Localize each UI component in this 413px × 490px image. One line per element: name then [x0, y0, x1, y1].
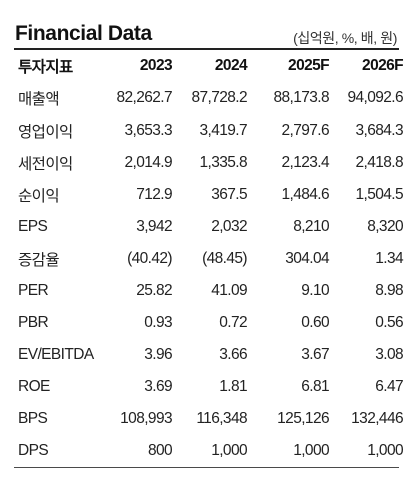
- cell-2024: 0.72: [219, 314, 247, 331]
- cell-2025f: 125,126: [277, 410, 329, 427]
- cell-2023: 2,014.9: [124, 154, 172, 171]
- column-header-2025f: 2025F: [288, 56, 330, 74]
- cell-2023: 108,993: [120, 410, 172, 427]
- top-rule: [14, 48, 399, 50]
- cell-2024: 41.09: [211, 282, 247, 299]
- table-row: EV/EBITDA 3.96 3.66 3.67 3.08: [14, 339, 405, 371]
- cell-2026f: 94,092.6: [347, 89, 403, 106]
- cell-2023: 82,262.7: [116, 89, 172, 106]
- table-row: PER 25.82 41.09 9.10 8.98: [14, 275, 405, 307]
- table-row: 매출액 82,262.7 87,728.2 88,173.8 94,092.6: [14, 81, 405, 115]
- cell-2024: 87,728.2: [191, 89, 247, 106]
- cell-2024: 3.66: [219, 346, 247, 363]
- table-row: 영업이익 3,653.3 3,419.7 2,797.6 3,684.3: [14, 115, 405, 147]
- row-label: PER: [18, 282, 49, 299]
- table-row: DPS 800 1,000 1,000 1,000: [14, 435, 405, 467]
- cell-2026f: 132,446: [351, 410, 403, 427]
- row-label: EV/EBITDA: [18, 346, 94, 363]
- row-label: DPS: [18, 442, 49, 459]
- column-header-2024: 2024: [214, 56, 248, 74]
- cell-2023: 0.93: [144, 314, 172, 331]
- row-label: ROE: [18, 378, 50, 395]
- row-label: BPS: [18, 410, 48, 427]
- cell-2024: 1,000: [211, 442, 247, 459]
- table-row: ROE 3.69 1.81 6.81 6.47: [14, 371, 405, 403]
- cell-2024: 2,032: [211, 218, 247, 235]
- cell-2026f: 0.56: [375, 314, 403, 331]
- cell-2025f: 304.04: [285, 250, 329, 267]
- cell-2025f: 8,210: [293, 218, 329, 235]
- cell-2024: 1.81: [219, 378, 247, 395]
- financial-data-panel: Financial Data (십억원, %, 배, 원) 투자지표 2023 …: [14, 18, 404, 468]
- column-header-metric: 투자지표: [18, 58, 73, 76]
- cell-2025f: 0.60: [301, 314, 329, 331]
- cell-2025f: 3.67: [301, 346, 329, 363]
- cell-2026f: 2,418.8: [355, 154, 403, 171]
- table-body: 매출액 82,262.7 87,728.2 88,173.8 94,092.6 영업이익 3…: [14, 81, 405, 467]
- cell-2024: 1,335.8: [199, 154, 247, 171]
- cell-2023: 3,653.3: [124, 122, 172, 139]
- row-label: 세전이익: [18, 156, 73, 173]
- panel-header: Financial Data (십억원, %, 배, 원): [14, 18, 399, 48]
- cell-2026f: 1.34: [375, 250, 403, 267]
- cell-2026f: 8.98: [375, 282, 403, 299]
- cell-2023: 25.82: [136, 282, 172, 299]
- cell-2026f: 6.47: [375, 378, 403, 395]
- financial-table: 투자지표 2023 2024 2025F 2026F 매출액 82,262.7 87…: [14, 50, 405, 467]
- table-row: EPS 3,942 2,032 8,210 8,320: [14, 211, 405, 243]
- row-label: 영업이익: [18, 124, 73, 141]
- cell-2024: 116,348: [196, 410, 247, 427]
- cell-2024: 3,419.7: [199, 122, 247, 139]
- cell-2026f: 8,320: [367, 218, 403, 235]
- cell-2023: 3,942: [136, 218, 172, 235]
- cell-2024: 367.5: [211, 186, 247, 203]
- column-header-2023: 2023: [139, 56, 173, 74]
- row-label: PBR: [18, 314, 49, 331]
- row-label: 증감율: [18, 252, 60, 269]
- cell-2025f: 9.10: [301, 282, 329, 299]
- cell-2025f: 2,123.4: [281, 154, 329, 171]
- panel-title: Financial Data: [15, 22, 152, 45]
- cell-2023: 3.96: [144, 346, 172, 363]
- cell-2025f: 1,484.6: [281, 186, 329, 203]
- cell-2023: 712.9: [136, 186, 172, 203]
- table-row: PBR 0.93 0.72 0.60 0.56: [14, 307, 405, 339]
- cell-2025f: 2,797.6: [281, 122, 329, 139]
- cell-2023: 3.69: [144, 378, 172, 395]
- row-label: 순이익: [18, 188, 60, 205]
- table-row: 증감율 (40.42) (48.45) 304.04 1.34: [14, 243, 405, 275]
- unit-note: (십억원, %, 배, 원): [293, 30, 397, 46]
- cell-2026f: 3,684.3: [355, 122, 403, 139]
- cell-2023: 800: [147, 442, 173, 459]
- cell-2024: (48.45): [202, 250, 248, 267]
- row-label: EPS: [18, 218, 48, 235]
- table-row: 순이익 712.9 367.5 1,484.6 1,504.5: [14, 179, 405, 211]
- cell-2026f: 1,000: [367, 442, 403, 459]
- cell-2026f: 3.08: [375, 346, 403, 363]
- cell-2026f: 1,504.5: [355, 186, 403, 203]
- cell-2023: (40.42): [127, 250, 173, 267]
- header-row: 투자지표 2023 2024 2025F 2026F: [14, 50, 405, 81]
- cell-2025f: 6.81: [301, 378, 329, 395]
- cell-2025f: 1,000: [293, 442, 329, 459]
- cell-2025f: 88,173.8: [273, 89, 329, 106]
- row-label: 매출액: [18, 91, 60, 108]
- table-row: 세전이익 2,014.9 1,335.8 2,123.4 2,418.8: [14, 147, 405, 179]
- bottom-rule: [14, 467, 399, 468]
- column-header-2026f: 2026F: [362, 56, 404, 74]
- table-row: BPS 108,993 116,348 125,126 132,446: [14, 403, 405, 435]
